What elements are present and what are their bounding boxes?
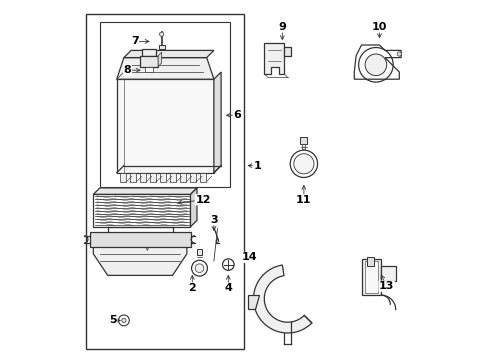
- Polygon shape: [247, 295, 258, 309]
- Bar: [117, 79, 213, 173]
- Circle shape: [159, 32, 163, 36]
- Bar: [180, 173, 186, 182]
- Text: 5: 5: [109, 315, 117, 325]
- Polygon shape: [158, 52, 162, 67]
- Circle shape: [293, 154, 313, 174]
- Bar: [302, 144, 305, 149]
- Text: 2: 2: [188, 283, 196, 293]
- Circle shape: [191, 260, 207, 276]
- Text: 11: 11: [296, 195, 311, 205]
- Text: 6: 6: [233, 110, 241, 120]
- Text: 7: 7: [131, 36, 138, 46]
- Polygon shape: [89, 232, 190, 247]
- Polygon shape: [93, 247, 186, 275]
- Bar: [145, 67, 152, 72]
- Bar: [170, 173, 176, 182]
- Bar: [86, 14, 244, 349]
- Bar: [140, 56, 158, 67]
- Circle shape: [358, 48, 392, 82]
- Bar: [120, 173, 126, 182]
- Polygon shape: [213, 72, 221, 173]
- Text: 3: 3: [210, 215, 217, 225]
- Bar: [365, 261, 377, 293]
- Bar: [130, 173, 136, 182]
- Text: 12: 12: [195, 195, 210, 205]
- Text: 4: 4: [224, 283, 232, 293]
- Text: 14: 14: [242, 252, 257, 262]
- Bar: [381, 266, 395, 281]
- Circle shape: [195, 264, 203, 273]
- Bar: [200, 173, 206, 182]
- Bar: [150, 173, 156, 182]
- Bar: [101, 22, 230, 187]
- Bar: [140, 173, 146, 182]
- Bar: [361, 259, 381, 295]
- Polygon shape: [264, 43, 284, 74]
- Bar: [142, 49, 156, 56]
- Bar: [284, 47, 291, 56]
- Polygon shape: [117, 58, 213, 79]
- Polygon shape: [253, 265, 311, 333]
- Text: 9: 9: [278, 22, 285, 32]
- Bar: [300, 137, 307, 144]
- Bar: [196, 249, 202, 255]
- Text: 10: 10: [371, 22, 386, 32]
- Text: 13: 13: [378, 281, 394, 291]
- Text: 8: 8: [123, 65, 131, 75]
- Bar: [366, 257, 373, 266]
- Bar: [160, 173, 166, 182]
- Bar: [93, 194, 190, 227]
- Circle shape: [222, 259, 234, 270]
- Bar: [190, 173, 196, 182]
- Polygon shape: [190, 188, 197, 227]
- Circle shape: [396, 52, 401, 56]
- Text: 1: 1: [253, 161, 261, 171]
- Circle shape: [118, 315, 129, 326]
- Bar: [159, 45, 164, 49]
- Polygon shape: [93, 188, 197, 194]
- Circle shape: [365, 54, 386, 76]
- Circle shape: [122, 318, 126, 323]
- Circle shape: [289, 150, 317, 177]
- Polygon shape: [123, 50, 213, 58]
